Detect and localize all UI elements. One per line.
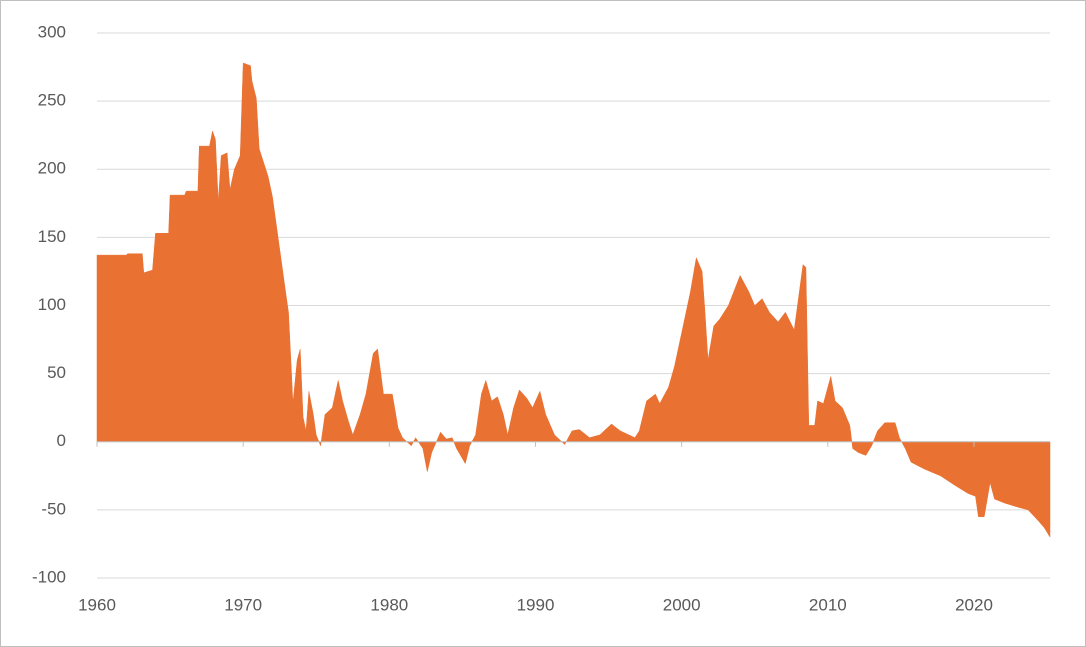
x-tick-label: 2020	[955, 595, 993, 614]
x-tick-label: 1960	[78, 595, 116, 614]
y-tick-label: -50	[41, 499, 66, 518]
y-tick-label: 0	[57, 431, 66, 450]
x-tick-label: 2010	[809, 595, 847, 614]
y-tick-label: 250	[38, 91, 66, 110]
x-tick-label: 1970	[224, 595, 262, 614]
x-tick-label: 2000	[663, 595, 701, 614]
x-tick-label: 1980	[370, 595, 408, 614]
y-tick-label: 150	[38, 227, 66, 246]
y-tick-label: 300	[38, 22, 66, 41]
area	[96, 62, 1051, 538]
y-tick-label: 50	[47, 363, 66, 382]
x-tick-label: 1990	[517, 595, 555, 614]
y-tick-label: 100	[38, 295, 66, 314]
y-tick-label: 200	[38, 159, 66, 178]
y-tick-label: -100	[32, 567, 66, 586]
